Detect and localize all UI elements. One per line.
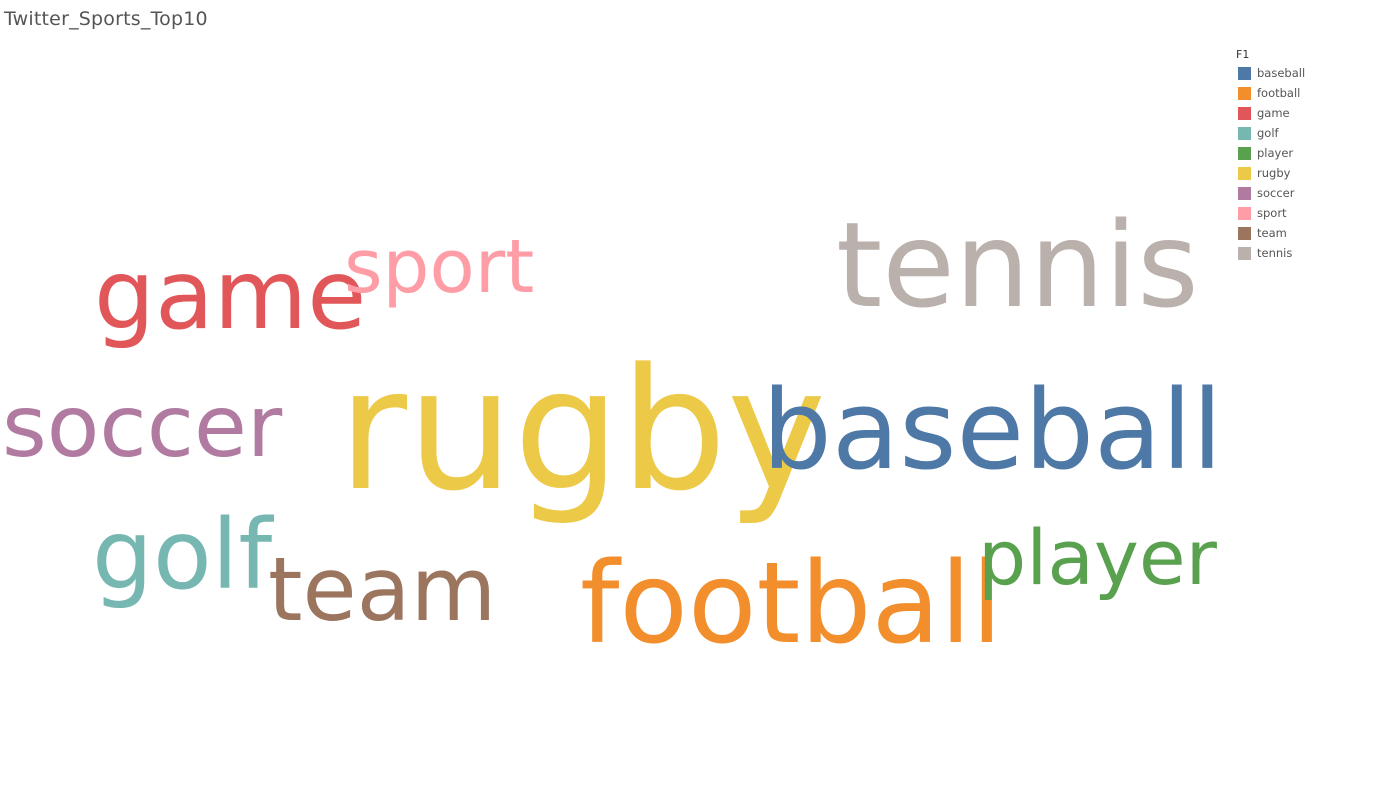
word-game[interactable]: game [94, 239, 366, 351]
legend-swatch [1238, 206, 1251, 220]
legend-swatch [1238, 186, 1251, 200]
legend-label: football [1257, 86, 1301, 100]
word-soccer[interactable]: soccer [2, 377, 283, 477]
legend-label: sport [1257, 206, 1287, 220]
legend-label: golf [1257, 126, 1279, 140]
legend-swatch [1238, 226, 1251, 240]
legend-item-football[interactable]: football [1236, 83, 1366, 103]
legend-label: baseball [1257, 66, 1306, 80]
legend-item-sport[interactable]: sport [1236, 203, 1366, 223]
legend-item-baseball[interactable]: baseball [1236, 63, 1366, 83]
legend-label: soccer [1257, 186, 1295, 200]
word-tennis[interactable]: tennis [836, 196, 1199, 334]
legend-swatch [1238, 106, 1251, 120]
legend-item-game[interactable]: game [1236, 103, 1366, 123]
legend-swatch [1238, 126, 1251, 140]
legend-item-soccer[interactable]: soccer [1236, 183, 1366, 203]
sheet-title: Twitter_Sports_Top10 [4, 8, 208, 30]
legend-swatch [1238, 86, 1251, 100]
word-player[interactable]: player [978, 513, 1218, 602]
legend-swatch [1238, 166, 1251, 180]
word-football[interactable]: football [580, 539, 1002, 669]
legend-label: team [1257, 226, 1287, 240]
legend-label: rugby [1257, 166, 1291, 180]
legend-swatch [1238, 246, 1251, 260]
word-sport[interactable]: sport [344, 224, 534, 310]
legend-item-tennis[interactable]: tennis [1236, 243, 1366, 263]
word-team[interactable]: team [268, 538, 496, 641]
legend-item-golf[interactable]: golf [1236, 123, 1366, 143]
word-rugby[interactable]: rugby [338, 332, 826, 528]
legend-item-team[interactable]: team [1236, 223, 1366, 243]
word-golf[interactable]: golf [92, 499, 274, 611]
legend-swatch [1238, 66, 1251, 80]
legend-label: tennis [1257, 246, 1293, 260]
legend-item-player[interactable]: player [1236, 143, 1366, 163]
legend-label: player [1257, 146, 1294, 160]
word-baseball[interactable]: baseball [762, 366, 1223, 494]
legend-items: baseball football game golf player rugby socce… [1236, 63, 1366, 263]
legend: F1 baseball football game golf player rugby so… [1236, 47, 1366, 263]
legend-swatch [1238, 146, 1251, 160]
legend-title: F1 [1236, 48, 1250, 61]
legend-label: game [1257, 106, 1290, 120]
legend-item-rugby[interactable]: rugby [1236, 163, 1366, 183]
